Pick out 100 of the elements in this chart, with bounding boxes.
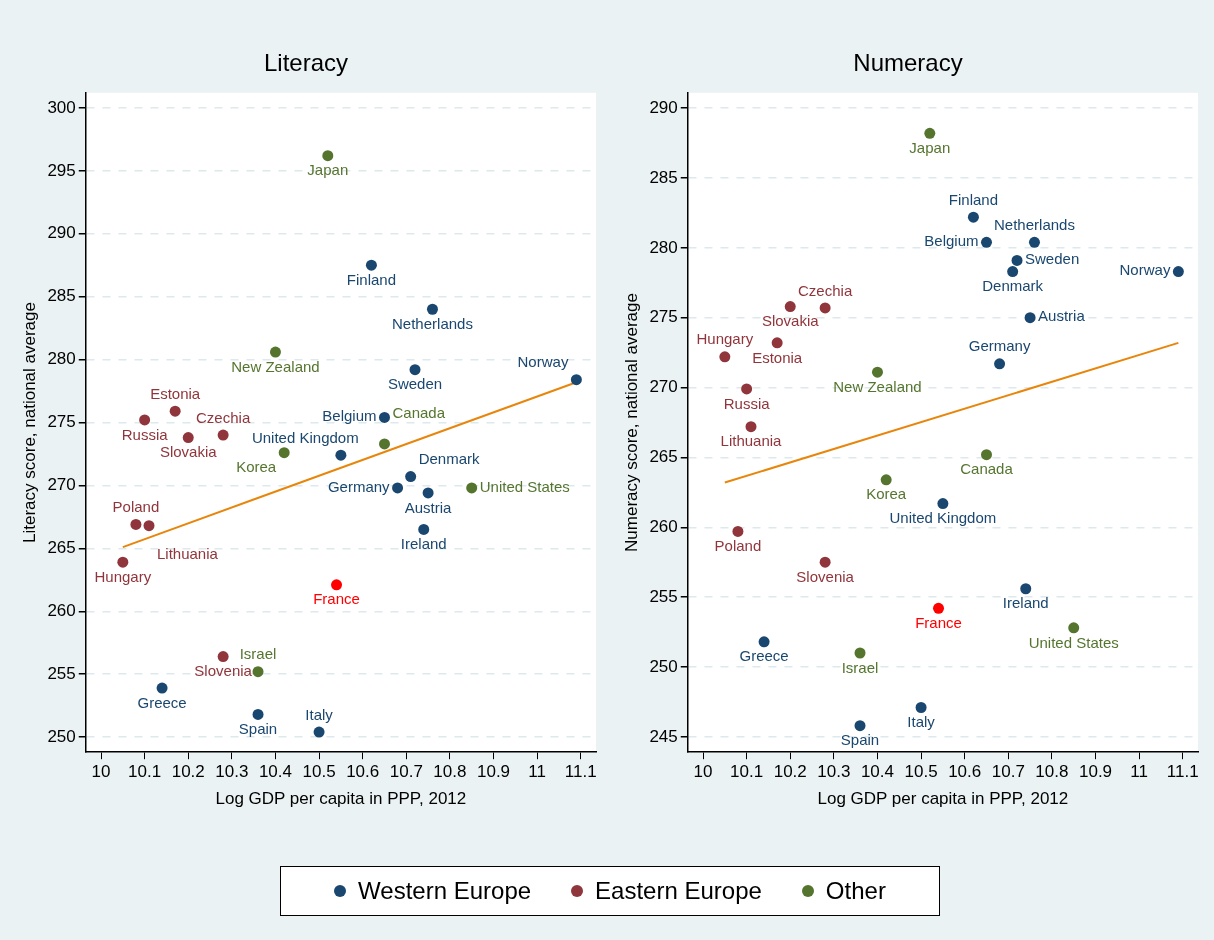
point (980, 449, 992, 461)
point (466, 482, 478, 494)
annotation: Israel (239, 645, 277, 663)
y-tick-label: 290 (47, 223, 76, 243)
y-tick-label: 255 (47, 663, 76, 683)
y-tick-label: 290 (649, 97, 678, 117)
y-tick-label: 295 (47, 160, 76, 180)
point (1011, 254, 1023, 266)
annotation: Netherlands (392, 314, 473, 332)
point (819, 302, 831, 314)
annotation: Hungary (94, 567, 152, 585)
annotation: Estonia (752, 348, 803, 366)
x-axis-title: Log GDP per capita in PPP, 2012 (215, 789, 467, 809)
annotation: Lithuania (720, 432, 783, 450)
annotation: Italy (907, 713, 936, 731)
point (365, 259, 377, 271)
x-tick-label: 10 (693, 762, 713, 782)
annotation: Japan (307, 161, 349, 179)
y-tick-label: 275 (47, 412, 76, 432)
y-tick-label: 275 (649, 307, 678, 327)
annotation: Austria (1038, 307, 1086, 325)
x-tick-label: 10.2 (773, 762, 807, 782)
point (409, 364, 421, 376)
point (182, 432, 194, 444)
point (278, 447, 290, 459)
x-tick-label: 11 (1130, 762, 1148, 782)
point (217, 429, 229, 441)
point (967, 211, 979, 223)
legend-label: Other (825, 877, 886, 905)
annotation: Spain (238, 720, 278, 738)
annotation: Greece (739, 647, 789, 665)
annotation: Belgium (322, 407, 377, 425)
x-tick-label: 10.8 (1035, 762, 1069, 782)
annotation: Finland (346, 270, 397, 288)
annotation: United States (479, 477, 570, 495)
x-tick-label: 10.4 (258, 762, 293, 782)
point (1024, 312, 1036, 324)
y-axis-title: Literacy score, national average (19, 302, 39, 543)
y-tick-label: 280 (649, 237, 678, 257)
annotation: United Kingdom (251, 428, 359, 446)
x-tick-label: 10.6 (948, 762, 982, 782)
point (1068, 622, 1080, 634)
annotation: New Zealand (231, 357, 320, 375)
annotation: Slovakia (761, 312, 820, 330)
point (854, 720, 866, 732)
annotation: Ireland (1002, 594, 1049, 612)
point (378, 438, 390, 450)
x-tick-label: 10.8 (433, 762, 467, 782)
annotation: Czechia (196, 408, 251, 426)
x-tick-label: 10.7 (389, 762, 423, 782)
annotation: Greece (137, 693, 187, 711)
point (426, 303, 438, 315)
point (880, 474, 892, 486)
point (422, 487, 434, 499)
point (915, 702, 927, 713)
point (1007, 266, 1019, 278)
point (719, 351, 731, 363)
y-tick-label: 245 (649, 726, 678, 746)
y-tick-label: 285 (47, 286, 76, 306)
x-tick-label: 11.1 (564, 762, 597, 782)
annotation: United States (1028, 633, 1119, 651)
point (331, 579, 343, 591)
annotation: Canada (392, 403, 446, 421)
annotation: Czechia (798, 281, 853, 299)
point (854, 647, 866, 659)
point (117, 556, 129, 568)
y-tick-label: 265 (649, 447, 678, 467)
point (217, 651, 229, 663)
point (741, 383, 753, 395)
point (378, 411, 390, 423)
annotation: France (915, 613, 962, 631)
point (405, 471, 417, 483)
point (139, 414, 151, 426)
annotation: Estonia (150, 384, 201, 402)
annotation: Germany (968, 337, 1031, 355)
y-tick-label: 260 (47, 600, 76, 620)
x-tick-label: 10.3 (215, 762, 249, 782)
point (252, 666, 264, 678)
point (771, 337, 783, 349)
annotation: Hungary (696, 330, 754, 348)
annotation: Norway (1119, 261, 1171, 279)
point (418, 523, 430, 535)
point (252, 708, 264, 720)
y-tick-label: 250 (649, 656, 678, 676)
point (745, 421, 757, 433)
annotation: Korea (236, 458, 277, 476)
point (156, 682, 168, 694)
annotation: Spain (840, 731, 880, 749)
point (392, 482, 404, 494)
point (732, 525, 744, 537)
annotation: Sweden (387, 375, 443, 393)
annotation: Canada (960, 460, 1014, 478)
annotation: Denmark (982, 277, 1044, 295)
annotation: Israel (841, 658, 879, 676)
x-tick-label: 10.3 (817, 762, 851, 782)
annotation: Poland (112, 498, 160, 516)
point (322, 150, 334, 162)
x-tick-label: 10.1 (730, 762, 764, 782)
y-tick-label: 280 (47, 349, 76, 369)
annotation: France (313, 590, 360, 608)
